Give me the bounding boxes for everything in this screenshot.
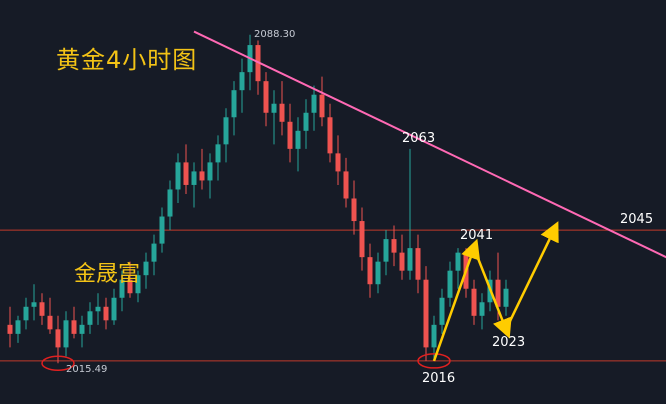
watermark-text: 金晟富: [74, 262, 141, 287]
candle-body: [303, 112, 309, 131]
candle-body: [343, 171, 349, 199]
price-label: 2088.30: [254, 28, 296, 40]
candle-body: [279, 103, 285, 122]
candle-body: [439, 297, 445, 325]
candle-body: [79, 324, 85, 334]
candle-body: [151, 243, 157, 262]
trendline: [193, 30, 666, 259]
candle-body: [295, 130, 301, 149]
candle-body: [47, 315, 53, 330]
candle-body: [175, 162, 181, 190]
candle-body: [215, 144, 221, 163]
projection-arrow: [504, 221, 559, 330]
candle-body: [119, 279, 125, 298]
candle-body: [239, 72, 245, 91]
candle-body: [375, 261, 381, 285]
candle-body: [359, 221, 365, 258]
candle-body: [415, 248, 421, 280]
candle-body: [143, 261, 149, 276]
candle-body: [103, 306, 109, 321]
candle-body: [39, 302, 45, 316]
candle-body: [407, 248, 413, 271]
candle-body: [191, 171, 197, 185]
candle-body: [311, 94, 317, 113]
candle-body: [495, 279, 501, 307]
candle-body: [431, 324, 437, 348]
candle-body: [111, 297, 117, 321]
candle-body: [335, 153, 341, 172]
candle-body: [271, 103, 277, 113]
candle-body: [15, 320, 21, 334]
projection-arrow: [432, 238, 481, 362]
price-label: 2063: [402, 130, 436, 146]
candle-body: [55, 329, 61, 348]
candle-body: [63, 320, 69, 348]
price-label: 2041: [460, 228, 494, 244]
candle-body: [391, 239, 397, 253]
highlight-circle: [41, 355, 75, 371]
candle-body: [23, 306, 29, 321]
candle-body: [455, 252, 461, 271]
chart-title: 黄金4小时图: [56, 46, 198, 74]
price-label: 2015.49: [66, 364, 108, 376]
candle-body: [199, 171, 205, 181]
candle-body: [167, 189, 173, 217]
candle-body: [351, 198, 357, 222]
candle-body: [327, 117, 333, 154]
candle-body: [423, 279, 429, 348]
candle-body: [447, 270, 453, 298]
price-label: 2016: [422, 370, 456, 386]
candle-body: [7, 324, 13, 334]
candle-body: [383, 239, 389, 262]
candle-body: [95, 306, 101, 312]
candle-body: [399, 252, 405, 271]
candle-body: [503, 288, 509, 307]
candle-body: [71, 320, 77, 334]
candle-body: [127, 279, 133, 294]
candle-body: [159, 216, 165, 244]
candle-body: [479, 302, 485, 316]
candle-body: [231, 90, 237, 118]
projection-arrow: [472, 247, 512, 339]
candle-body: [87, 311, 93, 325]
highlight-circle: [417, 353, 451, 369]
candle-body: [135, 275, 141, 294]
candle-body: [471, 288, 477, 316]
candle-body: [223, 117, 229, 145]
price-label: 2023: [492, 335, 526, 351]
candle-body: [367, 257, 373, 285]
candle-body: [263, 81, 269, 113]
candle-body: [31, 302, 37, 307]
candle-body: [183, 162, 189, 185]
price-label: 2045: [620, 212, 654, 228]
candle-body: [319, 94, 325, 118]
candle-body: [207, 162, 213, 181]
candle-body: [287, 121, 293, 149]
